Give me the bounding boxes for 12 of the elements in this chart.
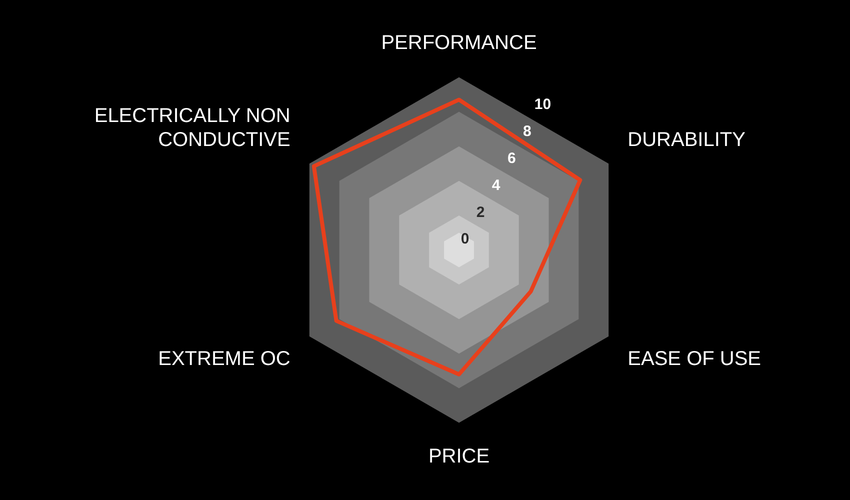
y-tick-label: 0	[460, 230, 470, 248]
y-tick-label: 4	[492, 176, 501, 194]
spoke-label: DURABILITY	[628, 129, 746, 152]
spoke-label: PERFORMANCE	[381, 32, 537, 54]
spoke-label: EXTREME OC	[158, 348, 290, 370]
spoke-label: EASE OF USE	[628, 348, 762, 370]
y-tick-label: 2	[476, 204, 485, 221]
spoke-label: ELECTRICALLY NON CONDUCTIVE	[94, 105, 290, 152]
y-tick-label: 10	[534, 96, 552, 114]
spoke-label: PRICE	[428, 445, 490, 468]
y-tick-label: 8	[523, 123, 532, 140]
y-tick-label: 6	[507, 150, 516, 167]
